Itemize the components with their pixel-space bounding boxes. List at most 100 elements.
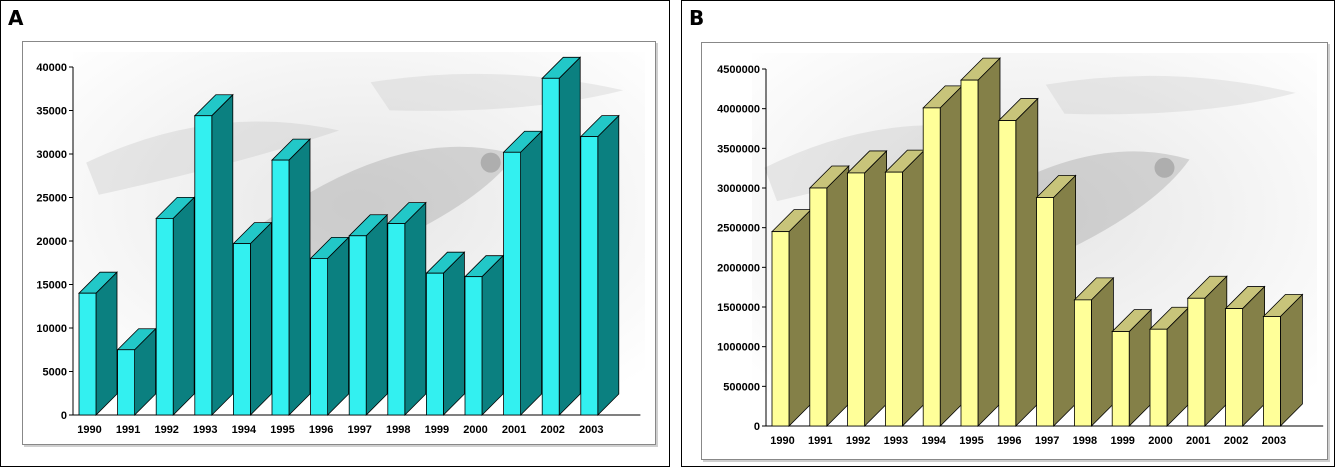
bar [502, 130, 543, 416]
bar [232, 221, 273, 416]
bar-side [1242, 285, 1265, 427]
x-tick-label: 2001 [1186, 435, 1210, 447]
bar-front [1187, 297, 1206, 427]
bar-side [404, 201, 427, 416]
chart-b: 0 500000 1000000 1500000 2000000 2500000 30000… [717, 53, 1324, 447]
bar-front [348, 235, 367, 416]
x-tick-label: 1996 [997, 435, 1021, 447]
bar-side [1204, 275, 1228, 427]
bar [116, 327, 157, 416]
x-tick-label: 1995 [270, 424, 294, 436]
bar-front [541, 77, 560, 416]
bar-side [788, 208, 812, 427]
bar [78, 271, 118, 416]
bar [579, 114, 620, 416]
bar-front [1149, 328, 1168, 427]
y-tick-label: 5000 [43, 367, 67, 379]
x-tick-label: 1990 [770, 435, 794, 447]
bar-side [1053, 174, 1077, 427]
bar-side [442, 251, 465, 416]
bar-front [809, 187, 828, 427]
x-tick-label: 1999 [425, 424, 449, 436]
y-tick-label: 15000 [36, 280, 67, 292]
panel-b: B 0 500000 1000000 1500000 2000000 2500000 300… [681, 0, 1335, 467]
panel-b-label: B [689, 6, 705, 30]
bar-side [1280, 293, 1303, 427]
bar-front [117, 349, 135, 416]
bar [193, 93, 234, 416]
bar-side [864, 149, 888, 427]
bar [960, 57, 1001, 427]
bar [884, 149, 926, 427]
bar-side [95, 271, 118, 416]
x-tick-label: 1991 [808, 435, 832, 447]
y-tick-label: 4000000 [717, 104, 760, 116]
bar [1149, 306, 1190, 427]
x-tick-label: 1992 [154, 424, 178, 436]
y-tick-label: 0 [61, 410, 67, 422]
x-tick-label: 1997 [347, 424, 371, 436]
x-tick-label: 2000 [463, 424, 487, 436]
panel-a: A 0 5000 10000 15000 20000 25000 30000 35000 400… [0, 0, 670, 467]
y-tick-label: 3500000 [717, 143, 760, 155]
bar-front [1111, 331, 1130, 427]
x-tick-label: 1991 [116, 424, 140, 436]
bar-front [232, 243, 251, 416]
bar-front [1225, 308, 1243, 427]
bar-front [155, 217, 174, 416]
bar-front [960, 79, 979, 427]
x-tick-label: 1994 [232, 424, 257, 436]
x-tick-label: 1992 [846, 435, 870, 447]
bar-front [464, 276, 483, 416]
bar-front [425, 272, 444, 416]
fish-eye [1154, 157, 1175, 178]
fish-eye [480, 152, 501, 173]
bar-front [922, 107, 941, 427]
bar [771, 208, 812, 427]
y-tick-label: 0 [754, 421, 760, 433]
fish-shape [1045, 75, 1296, 115]
y-tick-label: 1000000 [717, 342, 760, 354]
bar [309, 236, 350, 416]
bar [1073, 276, 1115, 427]
bar-side [481, 254, 504, 416]
bar-front [884, 171, 903, 427]
y-tick-label: 2500000 [717, 223, 760, 235]
bar [271, 138, 311, 416]
bar-front [998, 120, 1017, 427]
bar-front [194, 115, 213, 416]
x-tick-label: 1996 [309, 424, 333, 436]
bar [425, 251, 466, 416]
bar-front [78, 292, 97, 416]
x-tick-label: 2001 [502, 424, 526, 436]
bar-front [310, 257, 329, 416]
bar [155, 196, 196, 416]
x-tick-label: 1997 [1035, 435, 1059, 447]
x-tick-label: 1993 [884, 435, 908, 447]
bar-side [939, 84, 963, 427]
bar [1111, 308, 1153, 427]
y-tick-label: 20000 [36, 236, 67, 248]
y-tick-label: 4500000 [717, 64, 760, 76]
y-tick-label: 500000 [723, 381, 760, 393]
bar [922, 84, 964, 427]
chart-a-frame: 0 5000 10000 15000 20000 25000 30000 35000 40000… [22, 41, 656, 445]
bar-side [558, 56, 581, 416]
x-tick-label: 1990 [77, 424, 101, 436]
bar-side [597, 114, 620, 416]
bar-side [288, 138, 311, 416]
bar-front [387, 223, 406, 416]
y-tick-label: 40000 [36, 62, 67, 74]
bar-front [1036, 197, 1055, 427]
x-tick-label: 2002 [540, 424, 564, 436]
y-tick-label: 25000 [36, 193, 67, 205]
bar [1224, 285, 1266, 427]
bar-side [249, 221, 272, 416]
bar-side [977, 57, 1001, 427]
y-tick-label: 1500000 [717, 302, 760, 314]
x-tick-label: 2003 [579, 424, 603, 436]
bar-front [580, 136, 599, 416]
bar-side [327, 236, 350, 416]
x-tick-label: 1998 [1073, 435, 1097, 447]
